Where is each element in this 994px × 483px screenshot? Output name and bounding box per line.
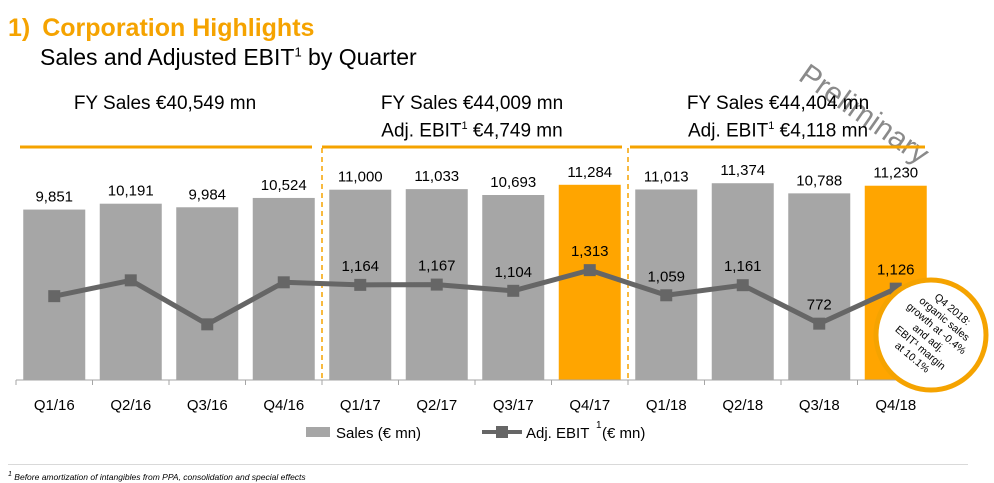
fy-2018-summary: FY Sales €44,404 mn Adj. EBIT1 €4,118 mn bbox=[628, 92, 928, 142]
sales-label-Q4/18: 11,230 bbox=[873, 165, 918, 182]
sales-label-Q4/17: 11,284 bbox=[567, 164, 612, 181]
fy-2018-ebit: Adj. EBIT1 €4,118 mn bbox=[628, 115, 928, 142]
fy-2018-ebit-value: €4,118 mn bbox=[774, 120, 869, 142]
footnote-separator bbox=[8, 464, 968, 465]
fy-2018-sales: FY Sales €44,404 mn bbox=[686, 93, 870, 114]
fy-2017-ebit: Adj. EBIT1 €4,749 mn bbox=[322, 115, 622, 142]
ebit-labels: 1,164 1,167 1,104 1,313 1,059 1,161 772 1,126 bbox=[341, 243, 914, 314]
ebit-point-Q2/18 bbox=[736, 279, 749, 292]
sales-bar-Q4/16 bbox=[252, 197, 315, 380]
ebit-point-Q3/16 bbox=[201, 318, 214, 331]
ebit-label-Q4/18: 1,126 bbox=[877, 262, 915, 279]
ebit-label-Q2/17: 1,167 bbox=[418, 258, 456, 275]
x-label-Q1/16: Q1/16 bbox=[34, 397, 75, 414]
section-title: Corporation Highlights bbox=[42, 14, 315, 42]
ebit-label-Q1/18: 1,059 bbox=[647, 268, 685, 285]
ebit-label-Q4/17: 1,313 bbox=[571, 243, 609, 260]
x-label-Q1/18: Q1/18 bbox=[646, 397, 687, 414]
sales-label-Q1/17: 11,000 bbox=[338, 169, 383, 186]
ebit-label-Q3/18: 772 bbox=[807, 297, 832, 314]
sales-bar-Q3/18 bbox=[788, 193, 851, 380]
x-label-Q4/18: Q4/18 bbox=[875, 397, 916, 414]
ebit-point-Q1/18 bbox=[660, 289, 673, 302]
sales-bar-Q4/17 bbox=[558, 184, 621, 380]
legend-ebit-label: Adj. EBIT bbox=[526, 425, 589, 442]
legend-sales-label: Sales (€ mn) bbox=[336, 425, 421, 442]
sales-label-Q3/18: 10,788 bbox=[796, 172, 842, 189]
sales-label-Q1/18: 11,013 bbox=[644, 168, 689, 185]
x-label-Q4/17: Q4/17 bbox=[569, 397, 610, 414]
ebit-point-Q1/17 bbox=[354, 278, 367, 291]
legend-sales-swatch bbox=[306, 427, 330, 437]
ebit-label-Q1/17: 1,164 bbox=[341, 258, 379, 275]
x-label-Q3/18: Q3/18 bbox=[799, 397, 840, 414]
x-label-Q1/17: Q1/17 bbox=[340, 397, 381, 414]
fy-2018-ebit-label: Adj. EBIT bbox=[687, 120, 769, 142]
callout-circle bbox=[873, 277, 989, 393]
fy-2017-ebit-label: Adj. EBIT bbox=[381, 120, 462, 142]
fy-dividers bbox=[321, 148, 629, 380]
ebit-line bbox=[48, 264, 902, 331]
x-label-Q2/18: Q2/18 bbox=[722, 397, 763, 414]
fy-2017-sales: FY Sales €44,009 mn bbox=[380, 93, 564, 114]
legend-ebit-mark: 1 bbox=[596, 420, 602, 431]
legend-ebit-marker bbox=[496, 426, 508, 438]
sales-labels: 9,851 10,191 9,984 10,524 11,000 11,033 10,693… bbox=[35, 162, 918, 205]
fy-2016-summary: FY Sales €40,549 mn bbox=[20, 92, 310, 115]
x-label-Q3/17: Q3/17 bbox=[493, 397, 534, 414]
section-number: 1) bbox=[8, 14, 31, 42]
sales-label-Q2/16: 10,191 bbox=[108, 183, 154, 200]
subtitle-text: Sales and Adjusted EBIT bbox=[40, 44, 295, 70]
ebit-point-Q3/18 bbox=[813, 317, 826, 330]
ebit-label-Q2/18: 1,161 bbox=[724, 258, 762, 275]
ebit-point-Q4/16 bbox=[277, 276, 290, 289]
page-subtitle: Sales and Adjusted EBIT1 by Quarter bbox=[40, 44, 417, 71]
ebit-point-Q3/17 bbox=[507, 284, 520, 297]
fy-2017-ebit-value: €4,749 mn bbox=[467, 120, 563, 142]
x-tick-labels: Q1/16 Q2/16 Q3/16 Q4/16 Q1/17 Q2/17 Q3/17 Q4/17… bbox=[34, 397, 916, 414]
x-label-Q4/16: Q4/16 bbox=[263, 397, 304, 414]
legend: Sales (€ mn) Adj. EBIT 1 (€ mn) bbox=[306, 420, 645, 442]
sales-label-Q1/16: 9,851 bbox=[35, 189, 73, 206]
sales-bar-Q3/16 bbox=[176, 207, 239, 380]
sales-label-Q4/16: 10,524 bbox=[261, 177, 307, 194]
sales-label-Q2/18: 11,374 bbox=[720, 162, 765, 179]
page-title: 1) Corporation Highlights bbox=[8, 14, 314, 43]
sales-label-Q2/17: 11,033 bbox=[414, 168, 459, 185]
subtitle-footnote-mark: 1 bbox=[294, 44, 302, 60]
ebit-label-Q3/17: 1,104 bbox=[494, 264, 532, 281]
footnote-text: Before amortization of intangibles from … bbox=[11, 471, 306, 482]
fy-2016-sales: FY Sales €40,549 mn bbox=[73, 93, 257, 114]
ebit-point-Q1/16 bbox=[48, 290, 61, 303]
fy-2017-ebit-mark: 1 bbox=[461, 120, 468, 132]
x-label-Q3/16: Q3/16 bbox=[187, 397, 228, 414]
ebit-point-Q4/17 bbox=[583, 264, 596, 277]
fy-2018-ebit-mark: 1 bbox=[768, 120, 775, 132]
sales-bars bbox=[23, 183, 927, 380]
ebit-point-Q2/17 bbox=[430, 278, 443, 291]
sales-label-Q3/16: 9,984 bbox=[188, 186, 226, 203]
x-label-Q2/17: Q2/17 bbox=[416, 397, 457, 414]
legend-ebit-unit: (€ mn) bbox=[602, 425, 645, 442]
footnote-mark: 1 bbox=[8, 470, 12, 478]
footnote: 1 Before amortization of intangibles fro… bbox=[8, 470, 306, 482]
subtitle-suffix: by Quarter bbox=[301, 44, 417, 70]
x-ticks bbox=[15, 380, 935, 385]
fy-2017-summary: FY Sales €44,009 mn Adj. EBIT1 €4,749 mn bbox=[322, 92, 622, 142]
ebit-series-line bbox=[53, 267, 897, 327]
x-label-Q2/16: Q2/16 bbox=[110, 397, 151, 414]
sales-bar-Q1/18 bbox=[635, 189, 698, 380]
ebit-point-Q2/16 bbox=[124, 274, 137, 287]
sales-label-Q3/17: 10,693 bbox=[490, 174, 536, 191]
